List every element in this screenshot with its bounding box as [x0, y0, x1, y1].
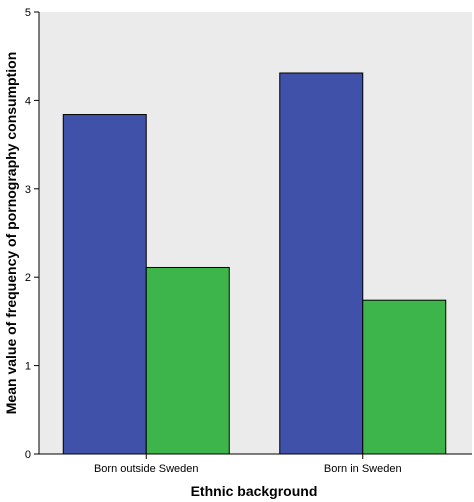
y-tick-label: 3 [25, 184, 31, 196]
bar-0-1 [145, 266, 230, 455]
y-tick-label: 5 [25, 7, 31, 19]
y-axis-title: Mean value of frequency of pornography c… [3, 52, 19, 414]
bar-0-0 [62, 114, 147, 455]
y-ticks: 0 1 2 3 4 5 [25, 7, 39, 461]
bar-1-1 [362, 299, 447, 455]
x-tick-label: Born outside Sweden [94, 463, 199, 475]
y-tick-label: 4 [25, 95, 31, 107]
x-tick-labels: Born outside Sweden Born in Sweden [94, 454, 402, 475]
x-tick-label: Born in Sweden [324, 463, 402, 475]
y-tick-label: 1 [25, 361, 31, 373]
bar-1-0 [279, 72, 364, 455]
y-tick-label: 0 [25, 449, 31, 461]
y-tick-label: 2 [25, 272, 31, 284]
bars [62, 72, 447, 455]
x-axis-title: Ethnic background [191, 483, 318, 499]
